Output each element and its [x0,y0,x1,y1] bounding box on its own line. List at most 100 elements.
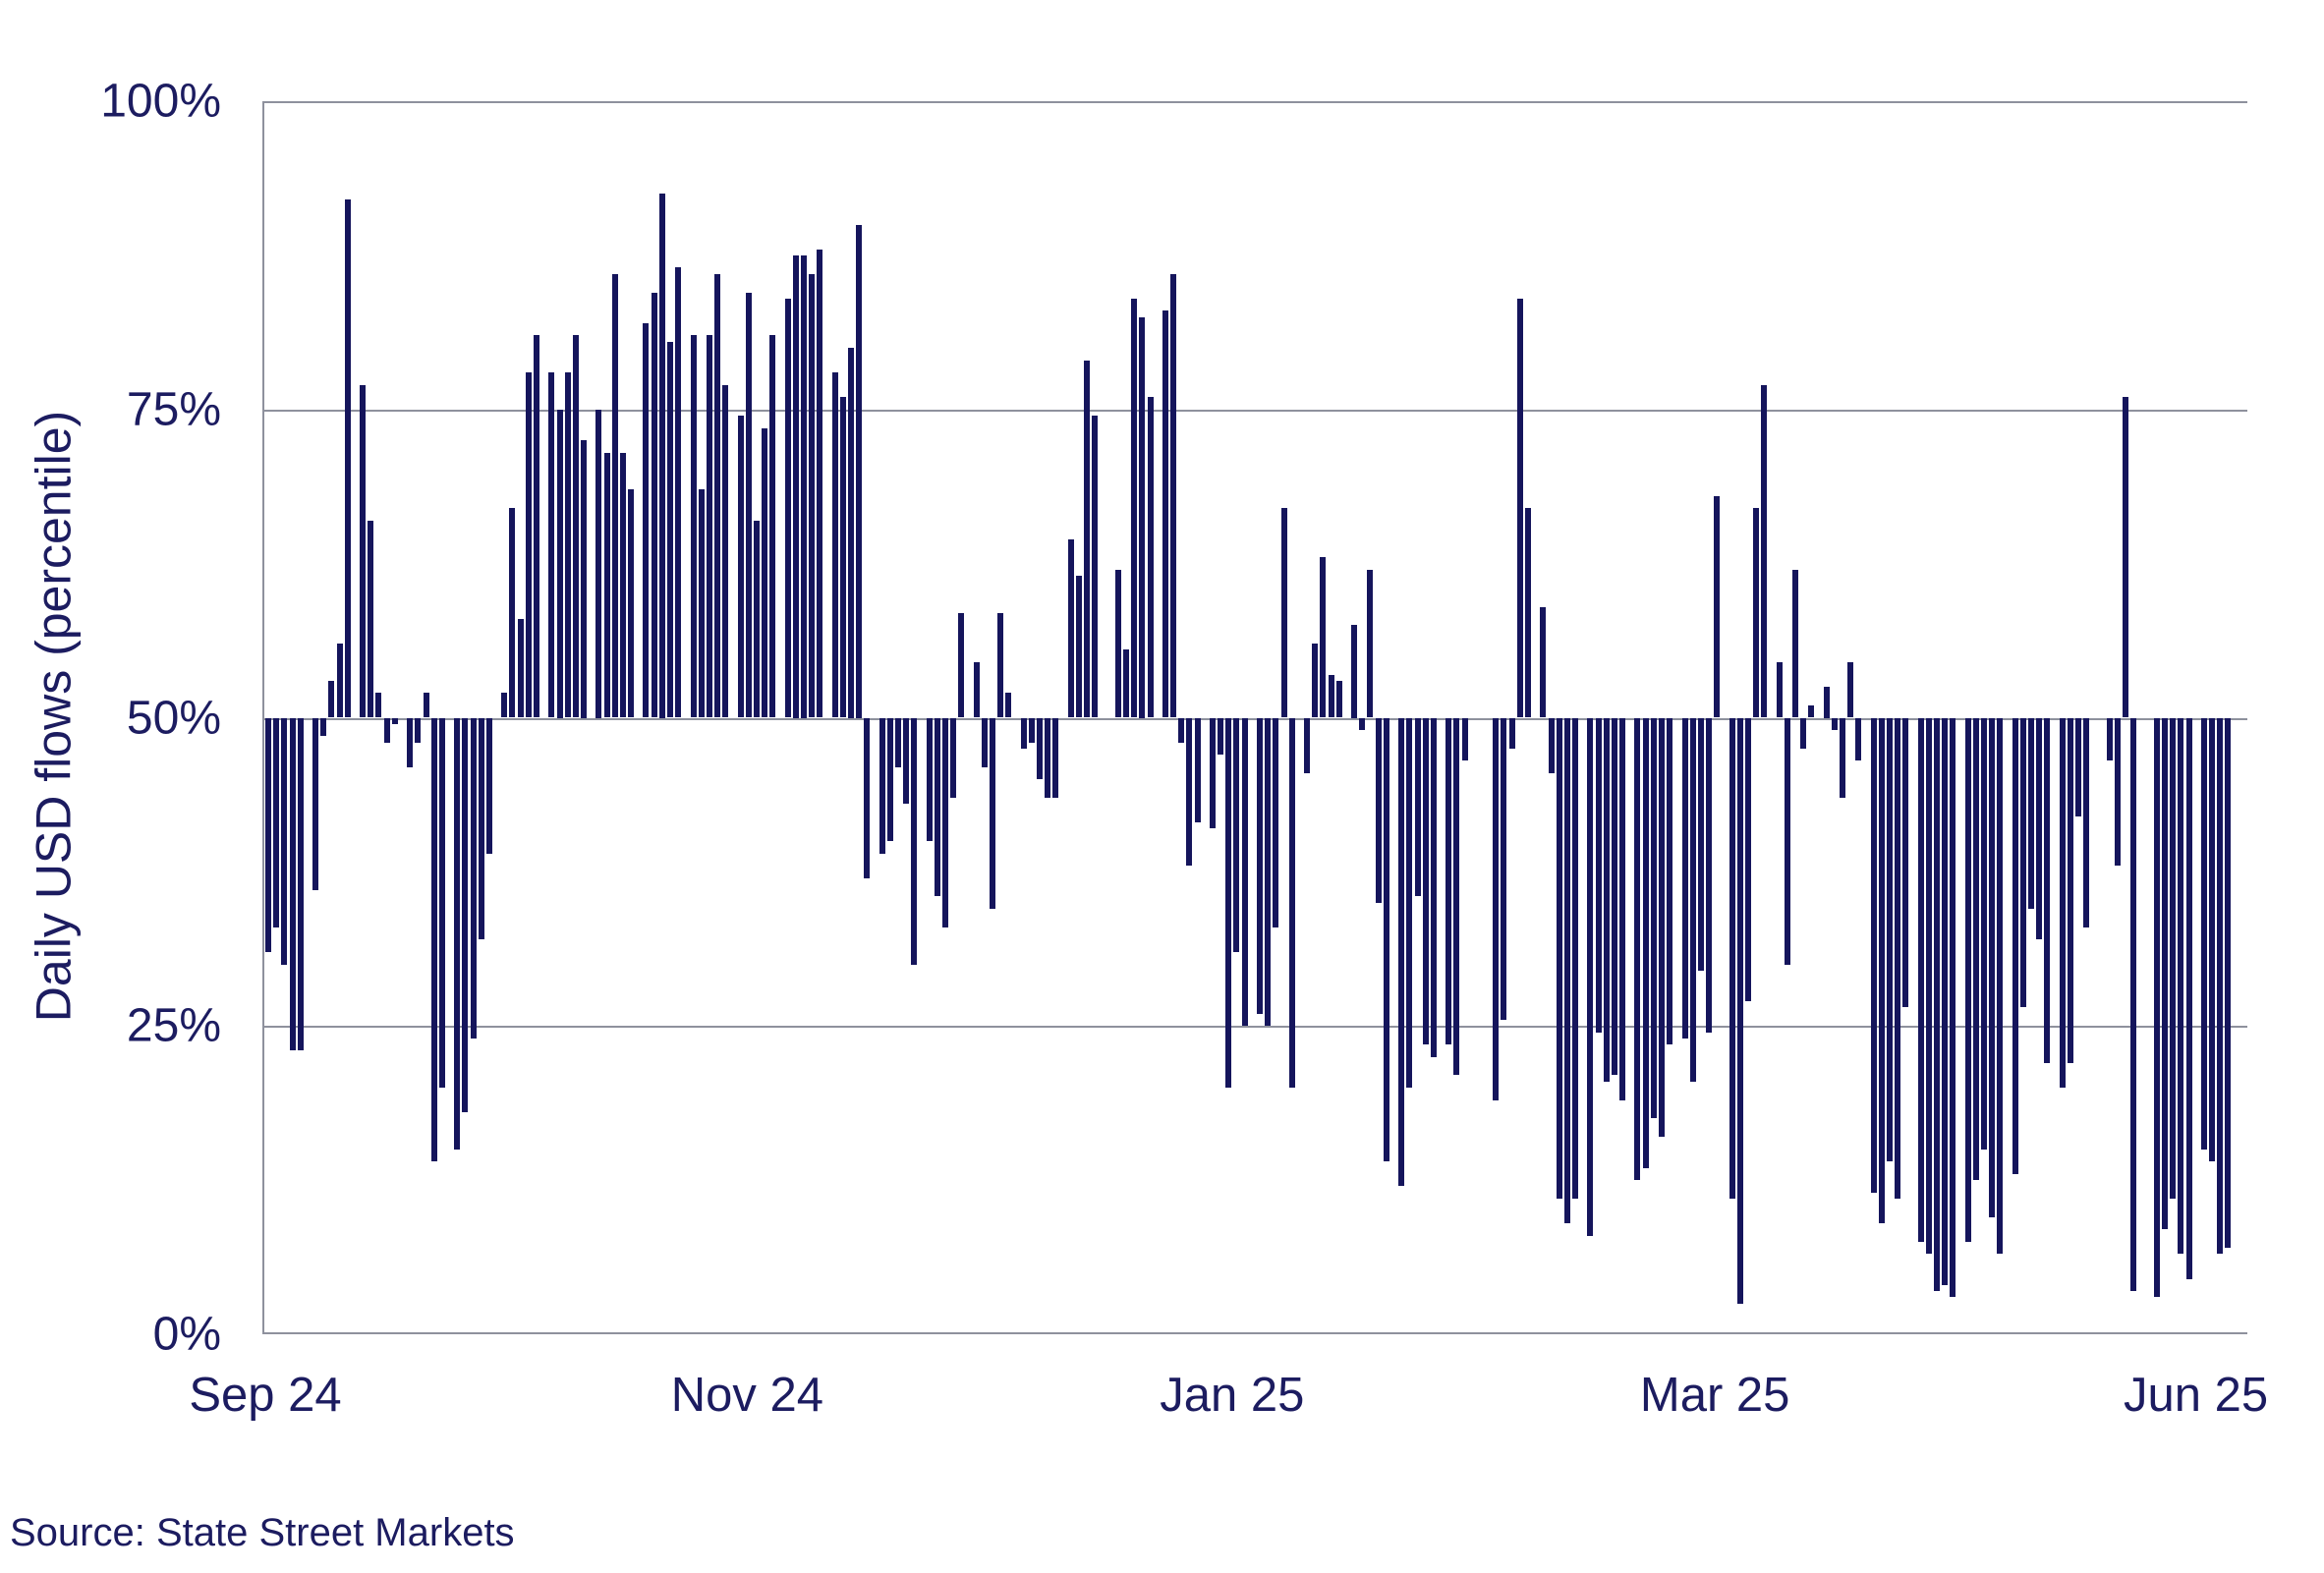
bar [958,612,965,718]
bar [973,662,980,718]
bar [1603,717,1610,1082]
bar [611,273,618,718]
source-note: Source: State Street Markets [10,1511,515,1554]
bar [1359,717,1366,731]
bar [784,298,791,718]
bar [2012,717,2018,1174]
bar [1194,717,1201,823]
bar [675,267,682,718]
bar [603,452,610,718]
bar [1178,717,1185,743]
bar [1147,397,1154,718]
bar [1658,717,1665,1138]
bar [1092,416,1099,718]
y-tick-label: 100% [100,75,221,128]
bar [1304,717,1311,773]
bar [1997,717,2004,1255]
bar [831,372,838,718]
bar [981,717,988,767]
bar [525,372,532,718]
bar [745,292,752,718]
bar [336,644,343,718]
bar [548,372,555,718]
bar [1784,717,1790,965]
bar [1241,717,1248,1027]
bar [1934,717,1941,1292]
bar [320,717,327,737]
bar [737,416,744,718]
bar [1052,717,1059,799]
bar [1611,717,1617,1076]
bar [1273,717,1279,927]
bar [509,508,516,718]
x-tick-label: Mar 25 [1639,1369,1790,1422]
bar [297,717,304,1051]
bar [1084,360,1091,718]
bar [1540,606,1547,718]
bar [2162,717,2169,1230]
bar [1265,717,1272,1027]
bar [1005,693,1012,718]
bar [792,254,799,718]
bar [1587,717,1594,1236]
bar [344,199,351,718]
bar [1729,717,1735,1199]
bar [391,717,398,724]
bar [1445,717,1452,1045]
bar [1689,717,1696,1082]
y-tick-label: 0% [152,1308,221,1361]
bar [2153,717,2160,1298]
bar [1288,717,1295,1088]
bar [2083,717,2090,927]
bar [2019,717,2026,1008]
bar [1225,717,1232,1088]
bar [415,717,422,743]
bar [430,717,437,1162]
bar [990,717,996,910]
bar [2225,717,2232,1249]
bar [1335,680,1342,718]
bar [1139,316,1146,718]
bar [1020,717,1027,749]
bar [2106,717,2113,761]
bar [2036,717,2043,940]
bar [911,717,918,965]
bar [1595,717,1602,1033]
bar [1989,717,1996,1217]
bar [556,409,563,718]
bar [706,335,712,718]
gridline-50 [264,717,2247,720]
bar [1453,717,1460,1076]
bar [2123,397,2129,718]
x-tick-label: Sep 24 [189,1369,342,1422]
bar [1218,717,1224,756]
bar [1650,717,1657,1119]
bar [1076,576,1083,718]
bar [2185,717,2192,1279]
bar [462,717,469,1113]
bar [2044,717,2051,1063]
bar [1170,273,1177,718]
bar [517,619,524,718]
bar [501,693,508,718]
bar [1114,569,1121,718]
bar [2201,717,2208,1150]
bar [1823,687,1830,718]
bar [1563,717,1570,1224]
bar [658,194,665,718]
bar [1964,717,1971,1242]
bar [997,612,1004,718]
bar [903,717,910,805]
bar [383,717,390,743]
bar [454,717,461,1150]
bar [289,717,296,1051]
bar [1855,717,1862,761]
bar [1697,717,1704,971]
bar [1131,298,1138,718]
bar [722,384,729,718]
bar [1516,298,1523,718]
bar [1667,717,1673,1045]
bar [273,717,280,927]
bar [281,717,288,965]
